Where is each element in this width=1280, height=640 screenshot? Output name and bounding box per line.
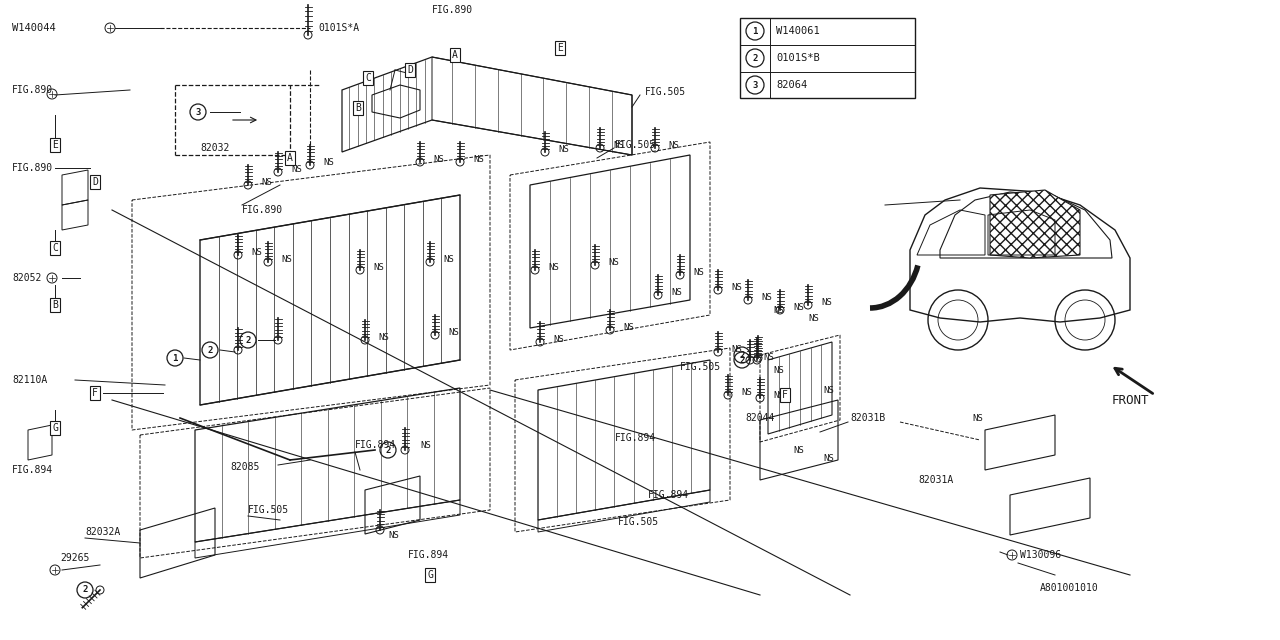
Text: D: D	[92, 177, 99, 187]
Text: C: C	[52, 243, 58, 253]
Text: NS: NS	[823, 454, 833, 463]
Text: F: F	[782, 390, 788, 400]
Text: NS: NS	[323, 157, 334, 166]
Text: G: G	[52, 423, 58, 433]
Text: W140061: W140061	[776, 26, 819, 36]
Text: W140044: W140044	[12, 23, 56, 33]
Text: NS: NS	[671, 287, 682, 296]
Text: NS: NS	[773, 305, 783, 314]
Text: FIG.890: FIG.890	[433, 5, 474, 15]
Text: FIG.894: FIG.894	[355, 440, 396, 450]
Text: NS: NS	[613, 141, 623, 150]
Text: NS: NS	[731, 344, 741, 353]
Text: FRONT: FRONT	[1111, 394, 1148, 406]
Text: 82064: 82064	[776, 80, 808, 90]
Text: NS: NS	[420, 440, 431, 449]
Text: 82031A: 82031A	[918, 475, 954, 485]
Text: FIG.890: FIG.890	[12, 85, 54, 95]
Text: 0101S*A: 0101S*A	[317, 23, 360, 33]
Text: F: F	[92, 388, 99, 398]
Text: A: A	[452, 50, 458, 60]
Text: 82110A: 82110A	[12, 375, 47, 385]
Text: 2: 2	[82, 586, 88, 595]
Text: 2: 2	[207, 346, 212, 355]
Text: 2: 2	[740, 355, 745, 365]
Text: FIG.894: FIG.894	[614, 433, 657, 443]
Text: NS: NS	[608, 257, 618, 266]
Text: FIG.505: FIG.505	[618, 517, 659, 527]
Text: NS: NS	[731, 282, 741, 291]
Text: 2: 2	[385, 445, 390, 454]
Text: NS: NS	[282, 255, 292, 264]
Text: E: E	[52, 140, 58, 150]
Text: 0101S*B: 0101S*B	[776, 53, 819, 63]
Text: G: G	[428, 570, 433, 580]
Text: B: B	[355, 103, 361, 113]
Text: FIG.505: FIG.505	[645, 87, 686, 97]
Text: 2: 2	[246, 335, 251, 344]
Text: W130096: W130096	[1020, 550, 1061, 560]
Text: FIG.890: FIG.890	[242, 205, 283, 215]
Text: 1: 1	[173, 353, 178, 362]
Text: A: A	[287, 153, 293, 163]
Bar	[740, 18, 915, 98]
Text: E: E	[557, 43, 563, 53]
Text: NS: NS	[820, 298, 832, 307]
Polygon shape	[989, 190, 1080, 258]
Text: NS: NS	[433, 154, 444, 163]
Text: NS: NS	[762, 292, 772, 301]
Text: NS: NS	[773, 390, 783, 399]
Text: NS: NS	[558, 145, 568, 154]
Text: NS: NS	[794, 445, 804, 454]
Text: 2: 2	[740, 351, 745, 360]
Text: NS: NS	[448, 328, 458, 337]
Text: FIG.890: FIG.890	[12, 163, 54, 173]
Text: FIG.505: FIG.505	[614, 140, 657, 150]
Text: 82032A: 82032A	[84, 527, 120, 537]
Text: NS: NS	[668, 141, 678, 150]
Text: NS: NS	[388, 531, 399, 540]
Text: NS: NS	[972, 413, 983, 422]
Text: NS: NS	[443, 255, 453, 264]
Text: NS: NS	[808, 314, 819, 323]
Text: 1: 1	[753, 26, 758, 35]
Text: 82044: 82044	[745, 413, 774, 423]
Text: NS: NS	[763, 353, 773, 362]
Text: 2: 2	[753, 54, 758, 63]
Text: FIG.894: FIG.894	[12, 465, 54, 475]
Text: NS: NS	[261, 177, 271, 186]
Text: NS: NS	[372, 262, 384, 271]
Text: 29265: 29265	[60, 553, 90, 563]
Text: NS: NS	[794, 303, 804, 312]
Text: NS: NS	[548, 262, 559, 271]
Text: NS: NS	[291, 164, 302, 173]
Text: FIG.505: FIG.505	[680, 362, 721, 372]
Text: FIG.894: FIG.894	[648, 490, 689, 500]
Text: B: B	[52, 300, 58, 310]
Text: NS: NS	[692, 268, 704, 276]
Text: 82031B: 82031B	[850, 413, 886, 423]
Text: 3: 3	[753, 81, 758, 90]
Text: FIG.505: FIG.505	[248, 505, 289, 515]
Text: NS: NS	[474, 154, 484, 163]
Text: NS: NS	[251, 248, 261, 257]
Text: NS: NS	[741, 387, 751, 397]
Text: C: C	[365, 73, 371, 83]
Text: NS: NS	[553, 335, 563, 344]
Text: 82085: 82085	[230, 462, 260, 472]
Text: FIG.894: FIG.894	[408, 550, 449, 560]
Text: 82052: 82052	[12, 273, 41, 283]
Text: NS: NS	[773, 365, 783, 374]
Text: NS: NS	[378, 333, 389, 342]
Text: D: D	[407, 65, 413, 75]
Text: 3: 3	[196, 108, 201, 116]
Text: NS: NS	[623, 323, 634, 332]
Text: 82032: 82032	[200, 143, 229, 153]
Text: A801001010: A801001010	[1039, 583, 1098, 593]
Text: NS: NS	[823, 385, 833, 394]
